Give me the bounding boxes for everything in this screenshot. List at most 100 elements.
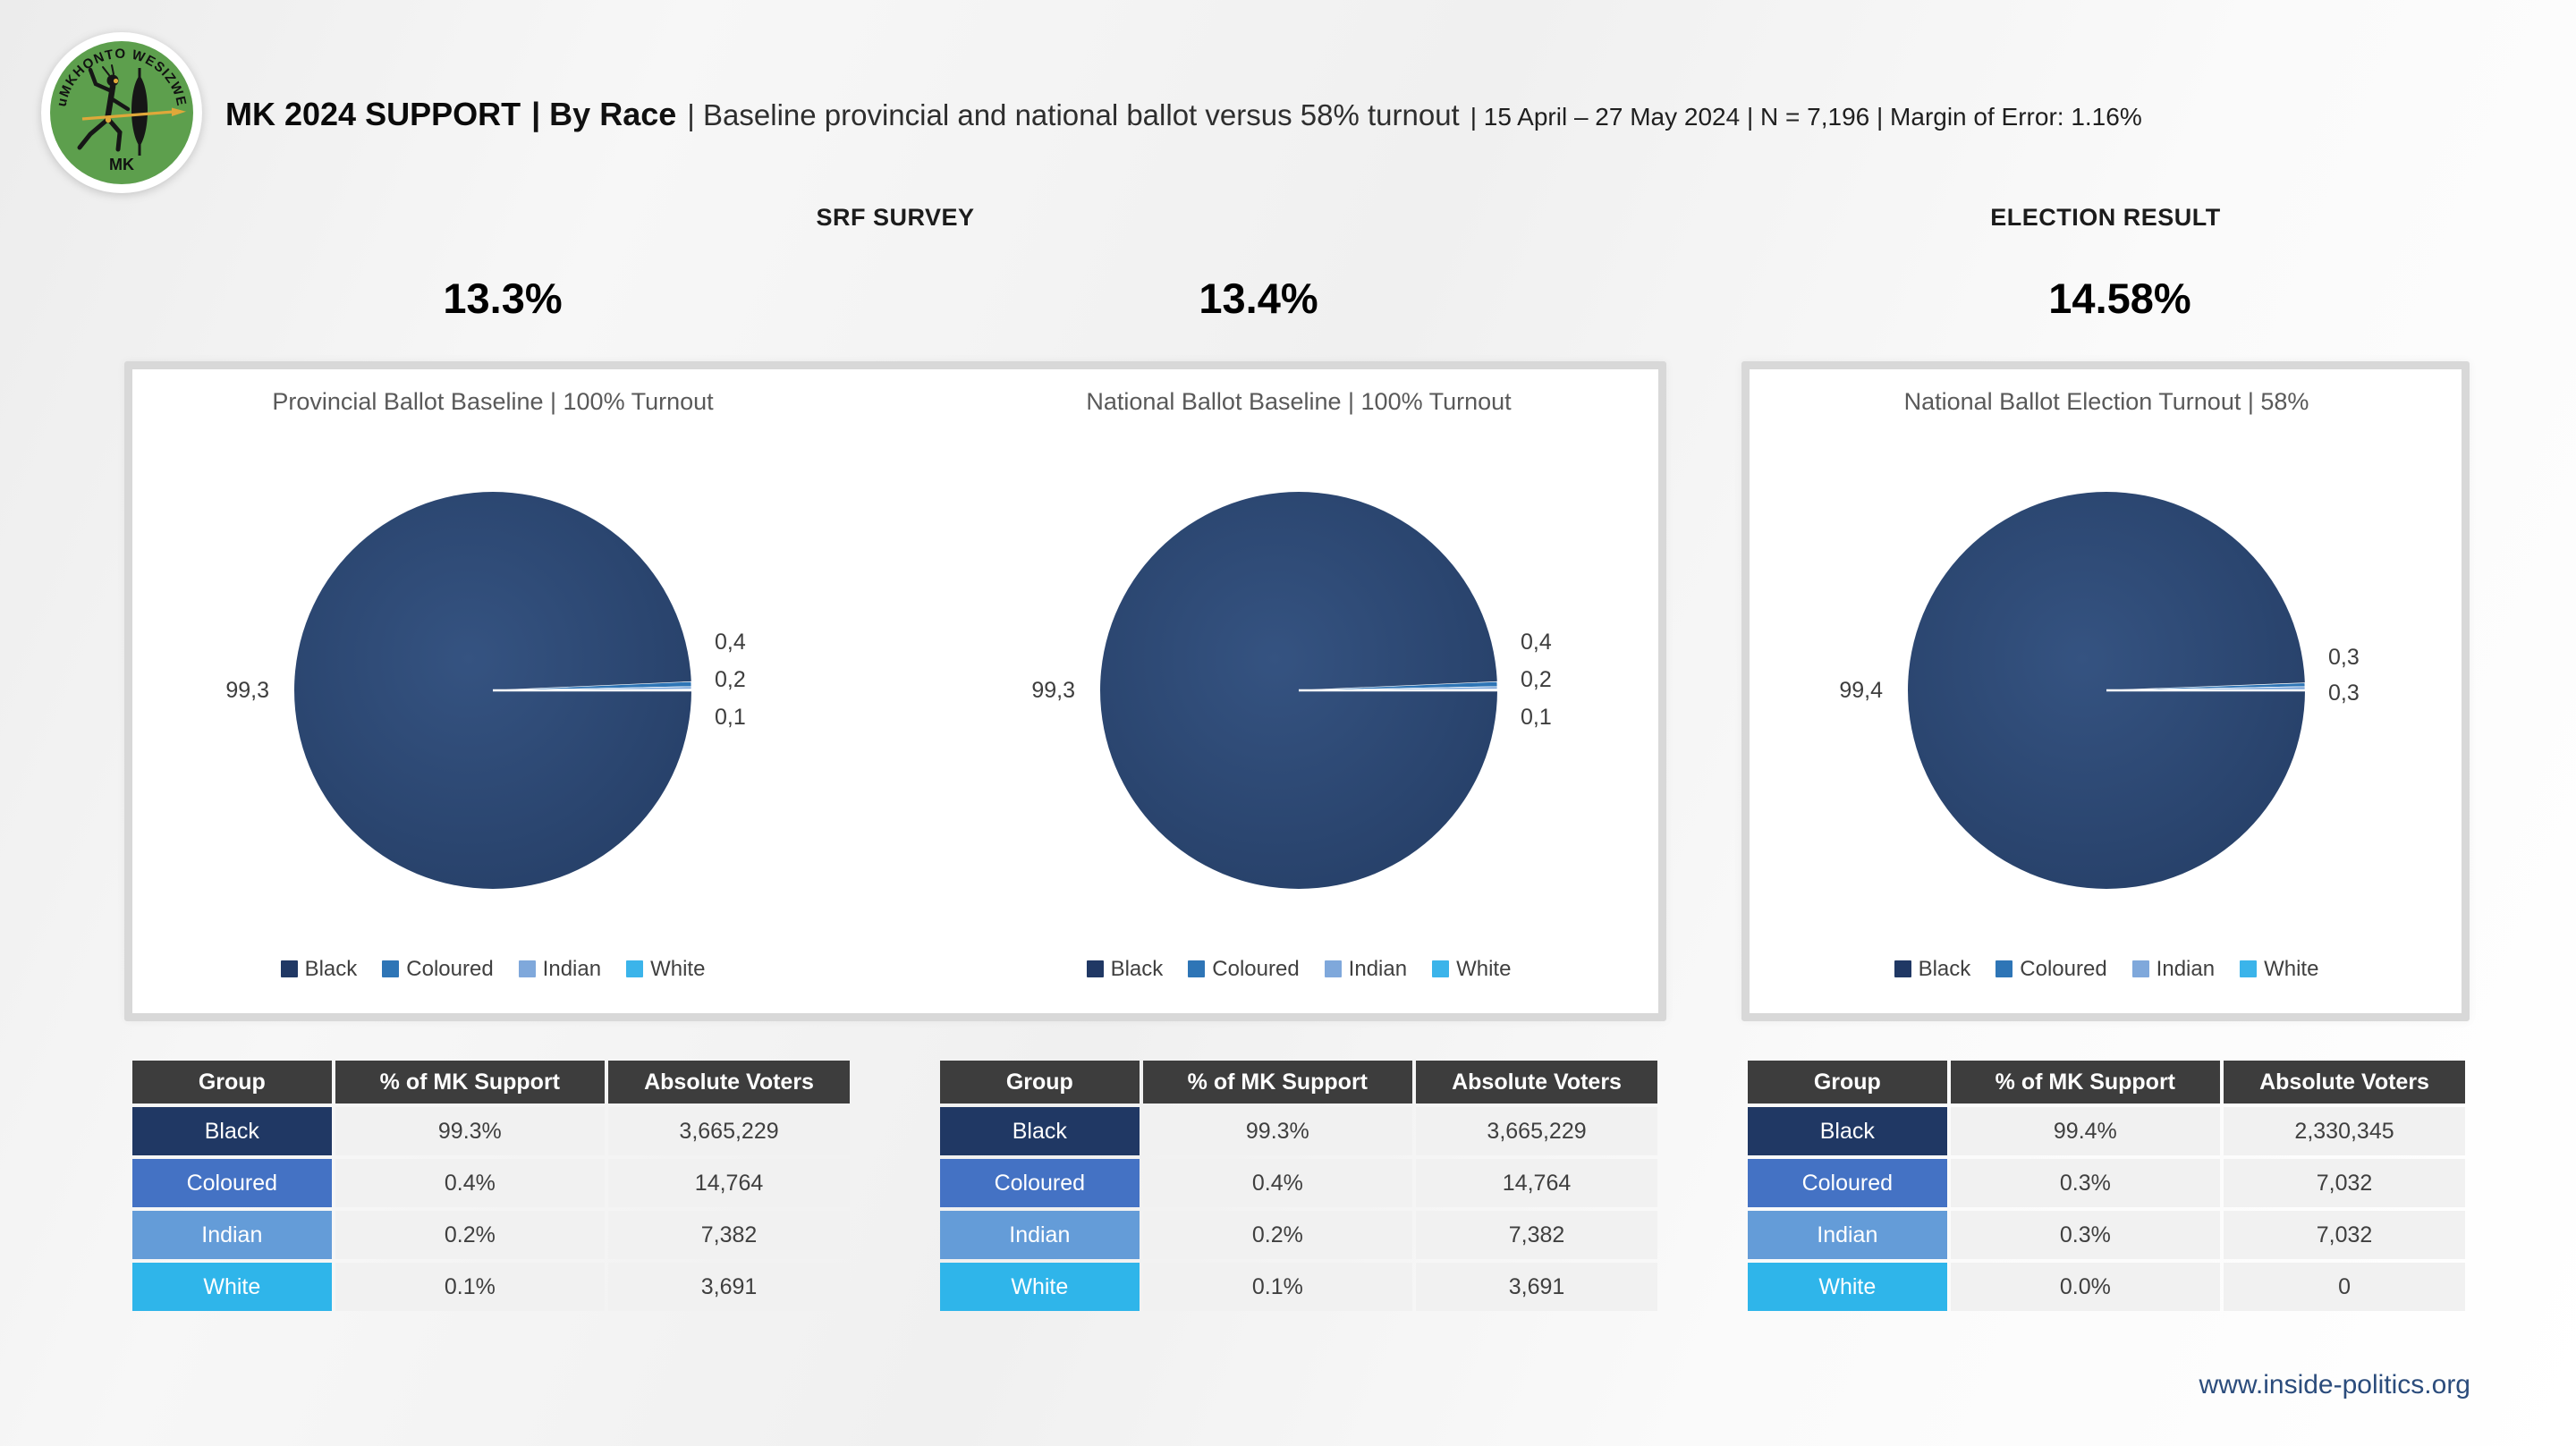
abs-voters-cell: 0	[2224, 1263, 2465, 1311]
abs-voters-cell: 7,032	[2224, 1211, 2465, 1259]
pct-cell: 0.1%	[335, 1263, 606, 1311]
table-header-cell: % of MK Support	[335, 1061, 606, 1104]
legend-swatch-icon	[280, 960, 298, 977]
group-cell: Indian	[132, 1211, 332, 1259]
table-row-white: White 0.1% 3,691	[132, 1263, 850, 1311]
title-meta: | 15 April – 27 May 2024 | N = 7,196 | M…	[1470, 103, 2142, 131]
pct-cell: 0.4%	[335, 1159, 606, 1207]
table-row-coloured: Coloured 0.3% 7,032	[1748, 1159, 2465, 1207]
legend-label: White	[650, 957, 706, 981]
table-row-black: Black 99.3% 3,665,229	[132, 1107, 850, 1155]
pie-svg	[1908, 492, 2306, 889]
abs-voters-cell: 3,665,229	[1416, 1107, 1657, 1155]
table-header-cell: % of MK Support	[1142, 1061, 1413, 1104]
table-header-cell: Absolute Voters	[1416, 1061, 1657, 1104]
legend-item-white: White	[1432, 957, 1511, 982]
legend-label: Indian	[2156, 957, 2216, 981]
legend-swatch-icon	[1996, 960, 2013, 977]
legend-national: Black Coloured Indian White	[986, 957, 1612, 982]
legend-item-black: Black	[1086, 957, 1164, 982]
table-header-cell: % of MK Support	[1950, 1061, 2221, 1104]
pct-cell: 0.3%	[1950, 1211, 2221, 1259]
title-main: MK 2024 SUPPORT	[225, 96, 521, 132]
abs-voters-cell: 14,764	[1416, 1159, 1657, 1207]
title-sub: | By Race	[531, 96, 677, 132]
pie-svg	[294, 492, 692, 889]
pie-national: 99,3 0,4 0,2 0,1	[1031, 485, 1552, 896]
legend-election: Black Coloured Indian White	[1793, 957, 2419, 982]
table-row-coloured: Coloured 0.4% 14,764	[940, 1159, 1657, 1207]
pie-election: 99,4 0,3 0,3	[1839, 485, 2360, 896]
group-cell: Indian	[1748, 1211, 1947, 1259]
abs-voters-cell: 7,382	[1416, 1211, 1657, 1259]
legend-item-white: White	[2240, 957, 2318, 982]
table-header-cell: Group	[940, 1061, 1140, 1104]
legend-item-indian: Indian	[1324, 957, 1408, 982]
table-row-indian: Indian 0.2% 7,382	[132, 1211, 850, 1259]
footer-website-link[interactable]: www.inside-politics.org	[2199, 1370, 2470, 1399]
abs-voters-cell: 3,665,229	[608, 1107, 850, 1155]
legend-label: Indian	[542, 957, 602, 981]
abs-voters-cell: 7,032	[2224, 1159, 2465, 1207]
pie-data-label: 0,1	[1521, 705, 1552, 730]
legend-item-coloured: Coloured	[382, 957, 494, 982]
table-election-result: Group% of MK Support Absolute Voters Black…	[1748, 1061, 2472, 1311]
pct-cell: 0.2%	[335, 1211, 606, 1259]
legend-item-coloured: Coloured	[1188, 957, 1300, 982]
logo-mk-label: MK	[109, 156, 134, 173]
mk-party-logo: uMKHONTO WESIZWE MK	[39, 30, 204, 195]
table-header-row: Group% of MK Support Absolute Voters	[940, 1061, 1657, 1104]
section-label-srf-survey: SRF SURVEY	[816, 204, 975, 231]
pie-data-label: 99,4	[1839, 678, 1883, 703]
pct-cell: 99.4%	[1950, 1107, 2221, 1155]
abs-voters-cell: 3,691	[608, 1263, 850, 1311]
table-header-row: Group% of MK Support Absolute Voters	[1748, 1061, 2465, 1104]
chart-national-baseline: National Ballot Baseline | 100% Turnout …	[986, 367, 1612, 1019]
group-cell: White	[132, 1263, 332, 1311]
group-cell: Black	[1748, 1107, 1947, 1155]
pie-data-label: 0,1	[715, 705, 746, 730]
pie-svg	[1100, 492, 1498, 889]
table-header-cell: Group	[1748, 1061, 1947, 1104]
legend-provincial: Black Coloured Indian White	[180, 957, 806, 982]
table-row-white: White 0.1% 3,691	[940, 1263, 1657, 1311]
legend-swatch-icon	[2131, 960, 2149, 977]
legend-label: Indian	[1348, 957, 1408, 981]
pie-data-label: 0,3	[2328, 681, 2360, 706]
headline-pct-national: 13.4%	[1199, 275, 1318, 322]
pie-data-label: 0,2	[715, 667, 746, 692]
pct-cell: 0.3%	[1950, 1159, 2221, 1207]
table-national-baseline: Group% of MK Support Absolute Voters Black…	[940, 1061, 1665, 1311]
legend-label: White	[1456, 957, 1512, 981]
pct-cell: 0.4%	[1142, 1159, 1413, 1207]
group-cell: Indian	[940, 1211, 1140, 1259]
group-cell: Coloured	[1748, 1159, 1947, 1207]
chart-election-turnout: National Ballot Election Turnout | 58% 9…	[1793, 367, 2419, 1019]
warrior-figure-icon	[77, 64, 186, 156]
pct-cell: 0.2%	[1142, 1211, 1413, 1259]
abs-voters-cell: 7,382	[608, 1211, 850, 1259]
page-title: MK 2024 SUPPORT | By Race | Baseline provi…	[225, 89, 2142, 140]
legend-item-indian: Indian	[2131, 957, 2216, 982]
legend-item-white: White	[626, 957, 705, 982]
legend-swatch-icon	[382, 960, 400, 977]
pct-cell: 99.3%	[1142, 1107, 1413, 1155]
table-row-indian: Indian 0.2% 7,382	[940, 1211, 1657, 1259]
group-cell: Coloured	[940, 1159, 1140, 1207]
title-desc: | Baseline provincial and national ballo…	[687, 98, 1460, 131]
legend-label: Coloured	[2020, 957, 2107, 981]
table-header-row: Group% of MK Support Absolute Voters	[132, 1061, 850, 1104]
group-cell: Black	[132, 1107, 332, 1155]
legend-swatch-icon	[2240, 960, 2258, 977]
legend-label: Black	[1110, 957, 1164, 981]
pie-data-label: 0,2	[1521, 667, 1552, 692]
pie-data-label: 0,4	[1521, 630, 1552, 655]
table-row-coloured: Coloured 0.4% 14,764	[132, 1159, 850, 1207]
legend-item-black: Black	[280, 957, 358, 982]
legend-label: Black	[304, 957, 358, 981]
mk-logo-graphic: uMKHONTO WESIZWE MK	[41, 32, 202, 193]
pct-cell: 0.1%	[1142, 1263, 1413, 1311]
abs-voters-cell: 3,691	[1416, 1263, 1657, 1311]
section-label-election-result: ELECTION RESULT	[1990, 204, 2221, 231]
table-header-cell: Absolute Voters	[608, 1061, 850, 1104]
